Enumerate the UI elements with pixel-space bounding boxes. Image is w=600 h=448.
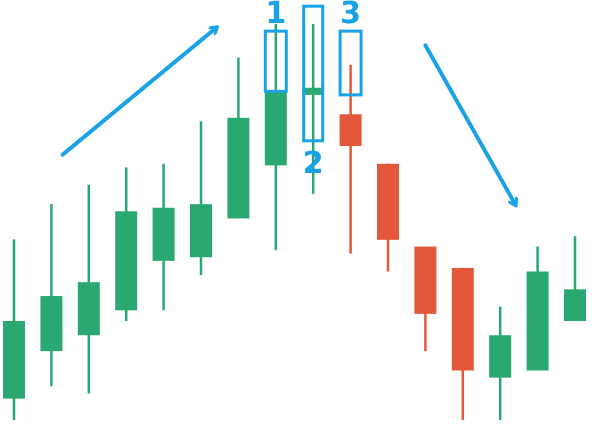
candle-body [451, 267, 474, 371]
candle [77, 184, 100, 394]
candle-body [526, 271, 549, 371]
highlight-boxes [263, 4, 363, 143]
candle [339, 64, 362, 254]
highlight-label-3: 3 [340, 0, 361, 31]
trend-arrow-down [423, 43, 515, 204]
candle [451, 267, 474, 420]
candle-body [564, 289, 586, 321]
candle-body [489, 335, 512, 378]
candle-body [77, 282, 100, 336]
candle-body [302, 87, 325, 95]
candle-body [152, 207, 175, 261]
highlight-box-3 [338, 29, 363, 97]
highlight-box-1 [263, 29, 288, 93]
candle [302, 24, 325, 194]
candle [414, 246, 437, 352]
candle-body [3, 321, 25, 399]
candle [489, 306, 512, 420]
candle-body [264, 91, 287, 166]
candle [3, 239, 25, 420]
candles [3, 24, 586, 420]
candle-body [40, 296, 63, 352]
trend-arrows [60, 28, 516, 204]
candle [227, 57, 250, 219]
candle-body [339, 114, 362, 146]
highlight-label-1: 1 [265, 0, 286, 31]
highlight-label-2: 2 [303, 146, 324, 181]
candle [115, 167, 138, 321]
candle [377, 163, 399, 272]
candle [564, 236, 586, 321]
candle [152, 163, 175, 311]
candle [264, 24, 287, 251]
candle [40, 204, 63, 387]
candle-body [227, 117, 250, 219]
candle-body [377, 163, 399, 240]
candle [526, 246, 549, 371]
trend-arrow-up [60, 28, 216, 157]
candle-body [115, 211, 138, 311]
candle-body [414, 246, 437, 314]
candle [190, 121, 212, 276]
candle-body [190, 204, 212, 258]
highlight-box-2 [302, 4, 325, 143]
highlight-labels: 1 2 3 [265, 0, 361, 181]
